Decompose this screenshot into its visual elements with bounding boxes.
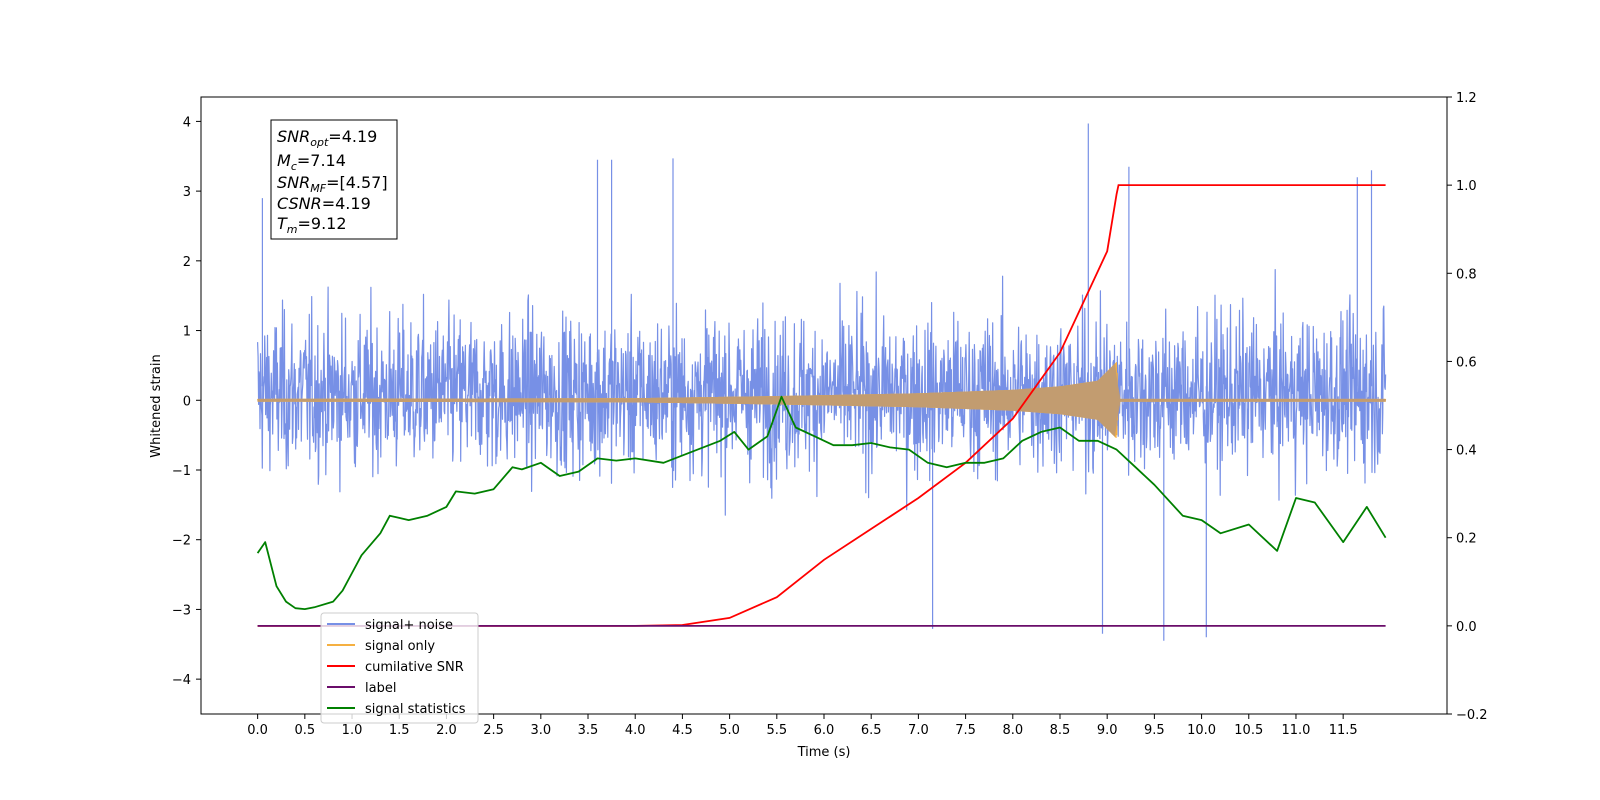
y2-tick-label: 0.4 <box>1456 444 1477 459</box>
y-tick-label: −4 <box>172 673 191 688</box>
legend-frame <box>320 612 479 724</box>
x-tick-label: 7.0 <box>908 723 929 738</box>
info-csnr: CSNR=4.19 <box>277 194 371 213</box>
x-tick-label: 11.5 <box>1329 723 1358 738</box>
x-tick-label: 4.5 <box>672 723 693 738</box>
info-box-frame <box>270 119 398 240</box>
y-tick-label: −3 <box>172 603 191 618</box>
legend-label-signal-only: signal only <box>365 639 435 654</box>
x-tick-label: 1.5 <box>389 723 410 738</box>
legend-label-signal-statistics: signal statistics <box>365 702 466 717</box>
info-mc: Mc=7.14 <box>277 151 346 173</box>
series-cumulative-snr <box>257 184 1386 627</box>
x-tick-label: 3.0 <box>530 723 551 738</box>
info-tm: Tm=9.12 <box>277 214 347 236</box>
x-tick-label: 6.0 <box>814 723 835 738</box>
y2-tick-label: 0.6 <box>1456 355 1477 370</box>
info-snr-opt: SNRopt=4.19 <box>277 127 377 149</box>
x-tick-label: 8.0 <box>1002 723 1023 738</box>
info-snr-mf: SNRMF=[4.57] <box>277 173 388 195</box>
x-tick-label: 6.5 <box>861 723 882 738</box>
legend-label-label: label <box>365 681 396 696</box>
x-tick-label: 8.5 <box>1050 723 1071 738</box>
y2-tick-label: 0.2 <box>1456 532 1477 547</box>
x-tick-label: 5.5 <box>766 723 787 738</box>
y2-tick-label: −0.2 <box>1456 708 1488 723</box>
x-tick-label: 4.0 <box>625 723 646 738</box>
x-tick-label: 3.5 <box>578 723 599 738</box>
y2-tick-label: 1.0 <box>1456 179 1477 194</box>
y2-tick-label: 0.8 <box>1456 267 1477 282</box>
plot-area <box>256 123 1387 641</box>
legend: signal+ noise signal only cumilative SNR… <box>320 612 479 724</box>
y2-tick-label: 1.2 <box>1456 91 1477 106</box>
x-tick-label: 9.5 <box>1144 723 1165 738</box>
x-tick-label: 7.5 <box>955 723 976 738</box>
x-tick-label: 11.0 <box>1281 723 1310 738</box>
x-tick-label: 9.0 <box>1097 723 1118 738</box>
x-tick-label: 0.0 <box>247 723 268 738</box>
x-axis-label: Time (s) <box>797 745 851 760</box>
x-tick-label: 2.0 <box>436 723 457 738</box>
y-tick-label: −2 <box>172 534 191 549</box>
x-tick-label: 2.5 <box>483 723 504 738</box>
x-tick-label: 5.0 <box>719 723 740 738</box>
x-tick-label: 1.0 <box>342 723 363 738</box>
y-axis-label: Whitened strain <box>149 354 164 457</box>
legend-label-cumulative-snr: cumilative SNR <box>365 660 464 675</box>
y-tick-label: 4 <box>183 115 191 130</box>
ticks: 0.0 0.5 1.0 1.5 2.0 2.5 3.0 3.5 4.0 4.5 5.0 5.5 6.0 6… <box>172 91 1488 738</box>
series-signal-statistics <box>256 395 1387 610</box>
x-tick-label: 10.0 <box>1187 723 1216 738</box>
y2-tick-label: 0.0 <box>1456 620 1477 635</box>
legend-label-signal-noise: signal+ noise <box>365 618 453 633</box>
x-tick-label: 0.5 <box>294 723 315 738</box>
y-tick-label: 3 <box>183 185 191 200</box>
x-tick-label: 10.5 <box>1234 723 1263 738</box>
y-tick-label: −1 <box>172 464 191 479</box>
y-tick-label: 0 <box>183 394 191 409</box>
y-tick-label: 2 <box>183 255 191 270</box>
y-tick-label: 1 <box>183 325 191 340</box>
info-box: SNRopt=4.19 Mc=7.14 SNRMF=[4.57] CSNR=4.… <box>270 119 398 240</box>
series-signal-only <box>257 363 1386 437</box>
